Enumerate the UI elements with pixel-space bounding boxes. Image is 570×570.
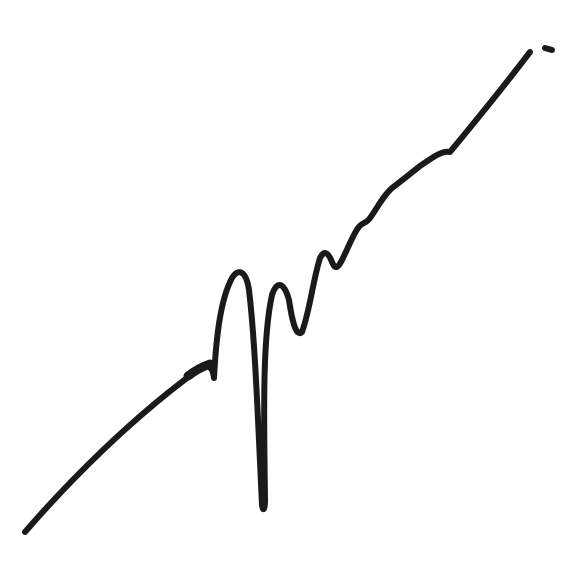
signature-stroke-main bbox=[22, 49, 533, 535]
signature-stroke-joint bbox=[183, 359, 215, 381]
signature-dot bbox=[542, 45, 555, 53]
